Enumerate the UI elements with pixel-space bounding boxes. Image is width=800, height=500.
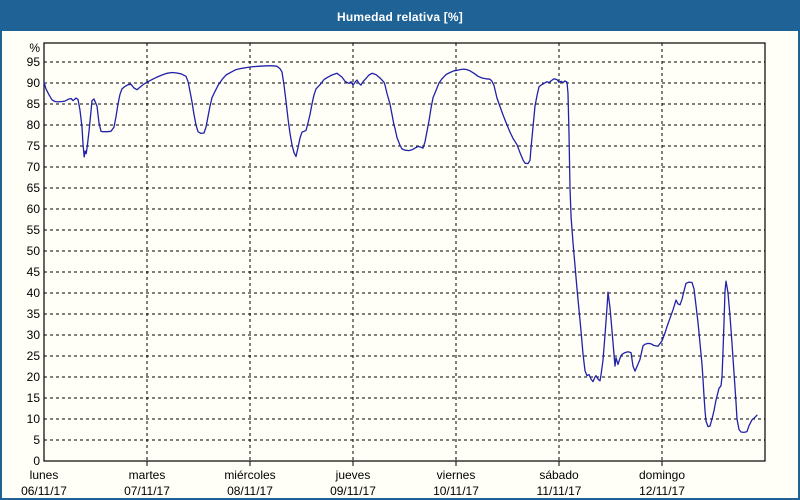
x-day-label: viernes — [437, 468, 476, 482]
y-tick-label: 15 — [27, 391, 41, 405]
y-tick-label: 0 — [33, 454, 40, 468]
y-tick-label: 95 — [27, 55, 41, 69]
y-tick-label: 50 — [27, 244, 41, 258]
x-date-label: 07/11/17 — [124, 484, 170, 498]
y-tick-label: 20 — [27, 370, 41, 384]
x-date-label: 12/11/17 — [639, 484, 685, 498]
y-tick-label: 55 — [27, 223, 41, 237]
y-axis-unit-label: % — [29, 41, 40, 55]
x-day-label: domingo — [639, 468, 685, 482]
x-date-label: 06/11/17 — [21, 484, 67, 498]
y-axis-labels: % 0 5 10 15 20 25 30 35 40 45 50 55 60 65 70 75 80 85 90 95 — [27, 41, 41, 468]
y-tick-label: 75 — [27, 139, 41, 153]
y-tick-label: 5 — [33, 433, 40, 447]
x-axis-labels: lunes 06/11/17 martes 07/11/17 miércoles 08/1… — [21, 468, 685, 498]
x-day-label: jueves — [335, 468, 371, 482]
y-tick-label: 60 — [27, 202, 41, 216]
y-tick-label: 80 — [27, 118, 41, 132]
y-tick-label: 10 — [27, 412, 41, 426]
chart-title: Humedad relativa [%] — [336, 9, 464, 24]
x-day-label: martes — [129, 468, 166, 482]
x-date-label: 11/11/17 — [537, 484, 582, 498]
x-date-label: 08/11/17 — [227, 484, 273, 498]
x-day-label: lunes — [30, 468, 59, 482]
y-tick-label: 25 — [27, 349, 41, 363]
humidity-line — [43, 65, 758, 434]
y-tick-label: 90 — [27, 76, 41, 90]
y-tick-label: 40 — [27, 286, 41, 300]
x-day-label: miércoles — [224, 468, 275, 482]
x-date-label: 10/11/17 — [433, 484, 479, 498]
title-bar: Humedad relativa [%] — [2, 2, 798, 31]
y-tick-label: 35 — [27, 307, 41, 321]
gridlines — [44, 43, 765, 461]
y-tick-label: 45 — [27, 265, 41, 279]
x-day-label: sábado — [539, 468, 579, 482]
humidity-series — [43, 65, 758, 434]
y-tick-label: 65 — [27, 181, 41, 195]
x-date-label: 09/11/17 — [330, 484, 376, 498]
axis-ticks — [146, 461, 663, 466]
y-tick-label: 85 — [27, 97, 41, 111]
plot-frame — [43, 42, 766, 462]
y-tick-label: 70 — [27, 160, 41, 174]
plot-border — [43, 42, 766, 462]
y-tick-label: 30 — [27, 328, 41, 342]
